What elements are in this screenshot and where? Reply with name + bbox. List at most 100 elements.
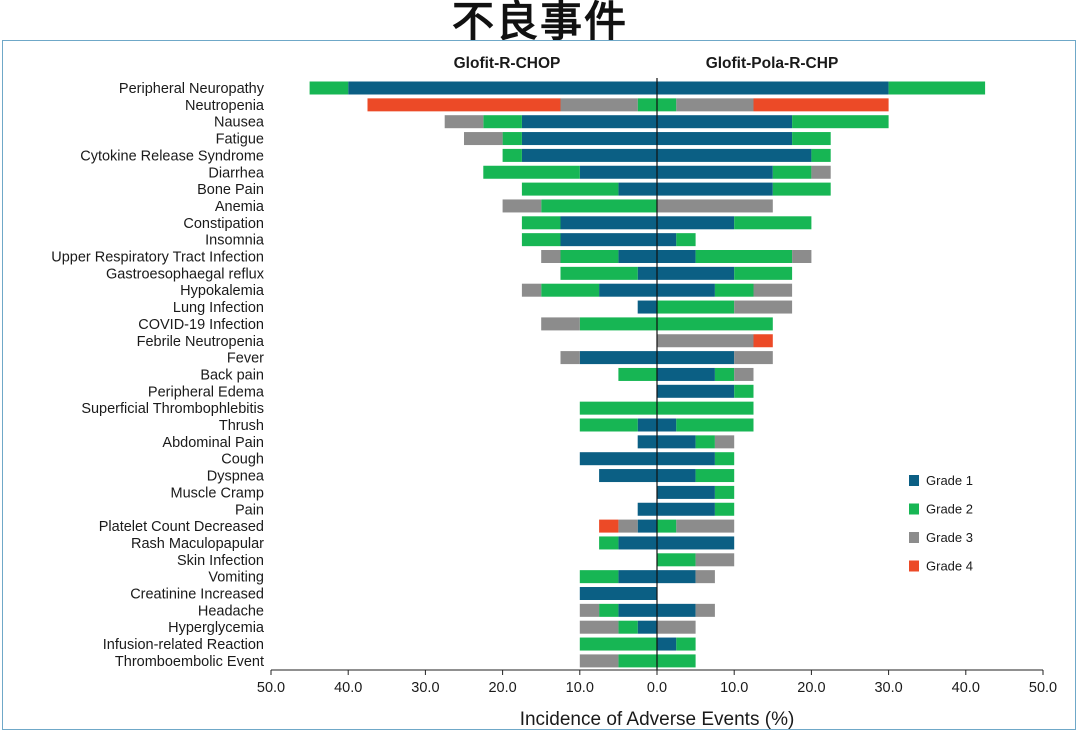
bar-right-grade-1 bbox=[657, 132, 793, 146]
left-panel-title: Glofit-R-CHOP bbox=[454, 55, 561, 72]
bar-right-grade-3 bbox=[811, 165, 831, 179]
bar-left-grade-1 bbox=[599, 469, 657, 483]
bar-right-grade-2 bbox=[695, 435, 715, 449]
bar-right-grade-3 bbox=[657, 334, 754, 348]
bar-left-grade-1 bbox=[579, 165, 657, 179]
bar-left-grade-2 bbox=[541, 199, 657, 213]
bar-left-grade-1 bbox=[579, 587, 657, 600]
bar-left-grade-4 bbox=[599, 519, 619, 533]
bar-left-grade-2 bbox=[579, 570, 619, 584]
bar-left-grade-1 bbox=[637, 519, 657, 533]
category-label: Back pain bbox=[200, 367, 264, 383]
x-tick-label: 30.0 bbox=[411, 680, 439, 696]
page-title: 不良事件 bbox=[451, 0, 628, 46]
bar-left-grade-2 bbox=[483, 165, 580, 179]
bar-right-grade-3 bbox=[695, 603, 715, 617]
category-label: Cytokine Release Syndrome bbox=[80, 148, 264, 164]
bar-right-grade-2 bbox=[676, 233, 696, 247]
x-tick-label: 10.0 bbox=[566, 680, 594, 696]
bar-left-grade-2 bbox=[599, 603, 619, 617]
bar-left-grade-3 bbox=[444, 115, 484, 129]
bar-left-grade-1 bbox=[560, 233, 657, 247]
x-tick-label: 20.0 bbox=[488, 680, 516, 696]
bar-left-grade-1 bbox=[637, 502, 657, 516]
bar-left-grade-3 bbox=[579, 620, 619, 634]
x-tick-label: 40.0 bbox=[952, 680, 980, 696]
bar-right-grade-1 bbox=[657, 81, 889, 95]
bar-left-grade-3 bbox=[560, 98, 638, 112]
category-label: Creatinine Increased bbox=[130, 587, 264, 603]
bar-right-grade-3 bbox=[676, 98, 754, 112]
bar-right-grade-3 bbox=[753, 283, 793, 297]
right-panel-title: Glofit-Pola-R-CHP bbox=[706, 55, 839, 72]
category-label: Insomnia bbox=[205, 233, 265, 249]
category-label: Platelet Count Decreased bbox=[99, 519, 264, 535]
bar-left-grade-1 bbox=[618, 250, 657, 263]
bar-left-grade-4 bbox=[367, 98, 561, 112]
bar-right-grade-3 bbox=[734, 300, 793, 314]
category-label: Dyspnea bbox=[207, 469, 265, 485]
bar-right-grade-2 bbox=[792, 115, 889, 129]
bar-right-grade-2 bbox=[714, 367, 735, 381]
bar-right-grade-2 bbox=[657, 654, 696, 668]
bar-right-grade-2 bbox=[657, 519, 677, 533]
category-label: Febrile Neutropenia bbox=[137, 334, 265, 350]
category-label: Nausea bbox=[214, 115, 265, 131]
legend: Grade 1 Grade 2 Grade 3 Grade 4 bbox=[909, 473, 973, 574]
bar-right-grade-2 bbox=[772, 165, 812, 179]
bar-left-grade-2 bbox=[618, 654, 657, 668]
bar-right-grade-2 bbox=[734, 384, 754, 398]
bar-right-grade-3 bbox=[734, 351, 773, 365]
bar-left-grade-1 bbox=[618, 603, 657, 617]
bar-left-grade-1 bbox=[618, 570, 657, 584]
bar-right-grade-2 bbox=[657, 300, 735, 314]
bar-left-grade-3 bbox=[579, 603, 600, 617]
legend-label: Grade 2 bbox=[926, 502, 973, 517]
category-label: Hyperglycemia bbox=[168, 620, 265, 636]
bar-left-grade-2 bbox=[502, 148, 522, 162]
x-tick-label: 50.0 bbox=[257, 680, 285, 696]
bar-left-grade-2 bbox=[579, 317, 657, 331]
category-label: COVID-19 Infection bbox=[138, 317, 264, 333]
category-label: Peripheral Edema bbox=[148, 384, 265, 400]
bar-right-grade-1 bbox=[657, 182, 773, 196]
category-label: Diarrhea bbox=[208, 165, 265, 181]
bar-right-grade-2 bbox=[676, 418, 754, 432]
bar-left-grade-1 bbox=[560, 216, 657, 230]
x-tick-label: 20.0 bbox=[797, 680, 825, 696]
bar-left-grade-1 bbox=[599, 283, 657, 297]
category-label: Fatigue bbox=[216, 132, 264, 148]
bar-right-grade-2 bbox=[772, 182, 831, 196]
bar-right-grade-2 bbox=[734, 266, 793, 280]
bar-right-grade-1 bbox=[657, 485, 715, 499]
legend-swatch bbox=[909, 560, 919, 572]
bar-left-grade-1 bbox=[637, 418, 657, 432]
bar-right-grade-1 bbox=[657, 418, 677, 432]
x-tick-label: 0.0 bbox=[647, 680, 667, 696]
bar-right-grade-3 bbox=[792, 250, 812, 263]
category-label: Peripheral Neuropathy bbox=[119, 81, 265, 97]
bar-right-grade-2 bbox=[734, 216, 812, 230]
bar-left-grade-3 bbox=[560, 351, 580, 365]
bar-right-grade-1 bbox=[657, 283, 715, 297]
bar-right-grade-3 bbox=[695, 570, 715, 584]
x-tick-label: 30.0 bbox=[874, 680, 902, 696]
legend-swatch bbox=[909, 503, 919, 515]
category-label: Bone Pain bbox=[197, 182, 264, 198]
x-tick-label: 40.0 bbox=[334, 680, 362, 696]
bar-right-grade-1 bbox=[657, 603, 696, 617]
bar-right-grade-2 bbox=[657, 553, 696, 567]
x-axis-label: Incidence of Adverse Events (%) bbox=[520, 709, 795, 730]
category-label: Thrush bbox=[219, 418, 264, 434]
bar-right-grade-2 bbox=[714, 283, 754, 297]
category-label: Lung Infection bbox=[173, 300, 264, 316]
bar-left-grade-2 bbox=[483, 115, 522, 129]
bar-right-grade-1 bbox=[657, 435, 696, 449]
bar-left-grade-2 bbox=[560, 266, 638, 280]
bar-right-grade-2 bbox=[657, 317, 773, 331]
category-label: Cough bbox=[221, 452, 264, 468]
bar-right-grade-1 bbox=[657, 250, 696, 263]
legend-swatch bbox=[909, 475, 919, 486]
bar-left-grade-3 bbox=[541, 250, 561, 263]
